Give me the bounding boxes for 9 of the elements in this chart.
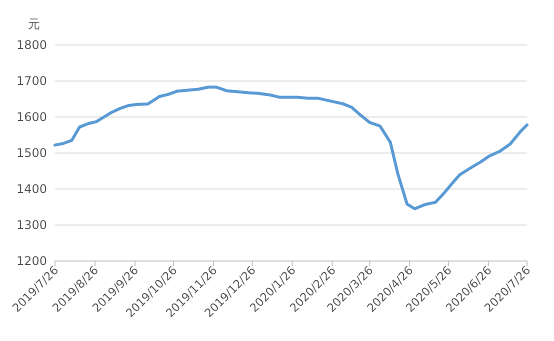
y-axis-title: 元: [28, 17, 40, 31]
y-tick-label: 1200: [16, 254, 47, 268]
y-tick-label: 1600: [16, 110, 47, 124]
y-tick-label: 1500: [16, 146, 47, 160]
y-tick-label: 1400: [16, 182, 47, 196]
line-series: [54, 86, 528, 210]
y-tick-label: 1700: [16, 74, 47, 88]
y-tick-label: 1800: [16, 38, 47, 52]
y-tick-label: 1300: [16, 218, 47, 232]
